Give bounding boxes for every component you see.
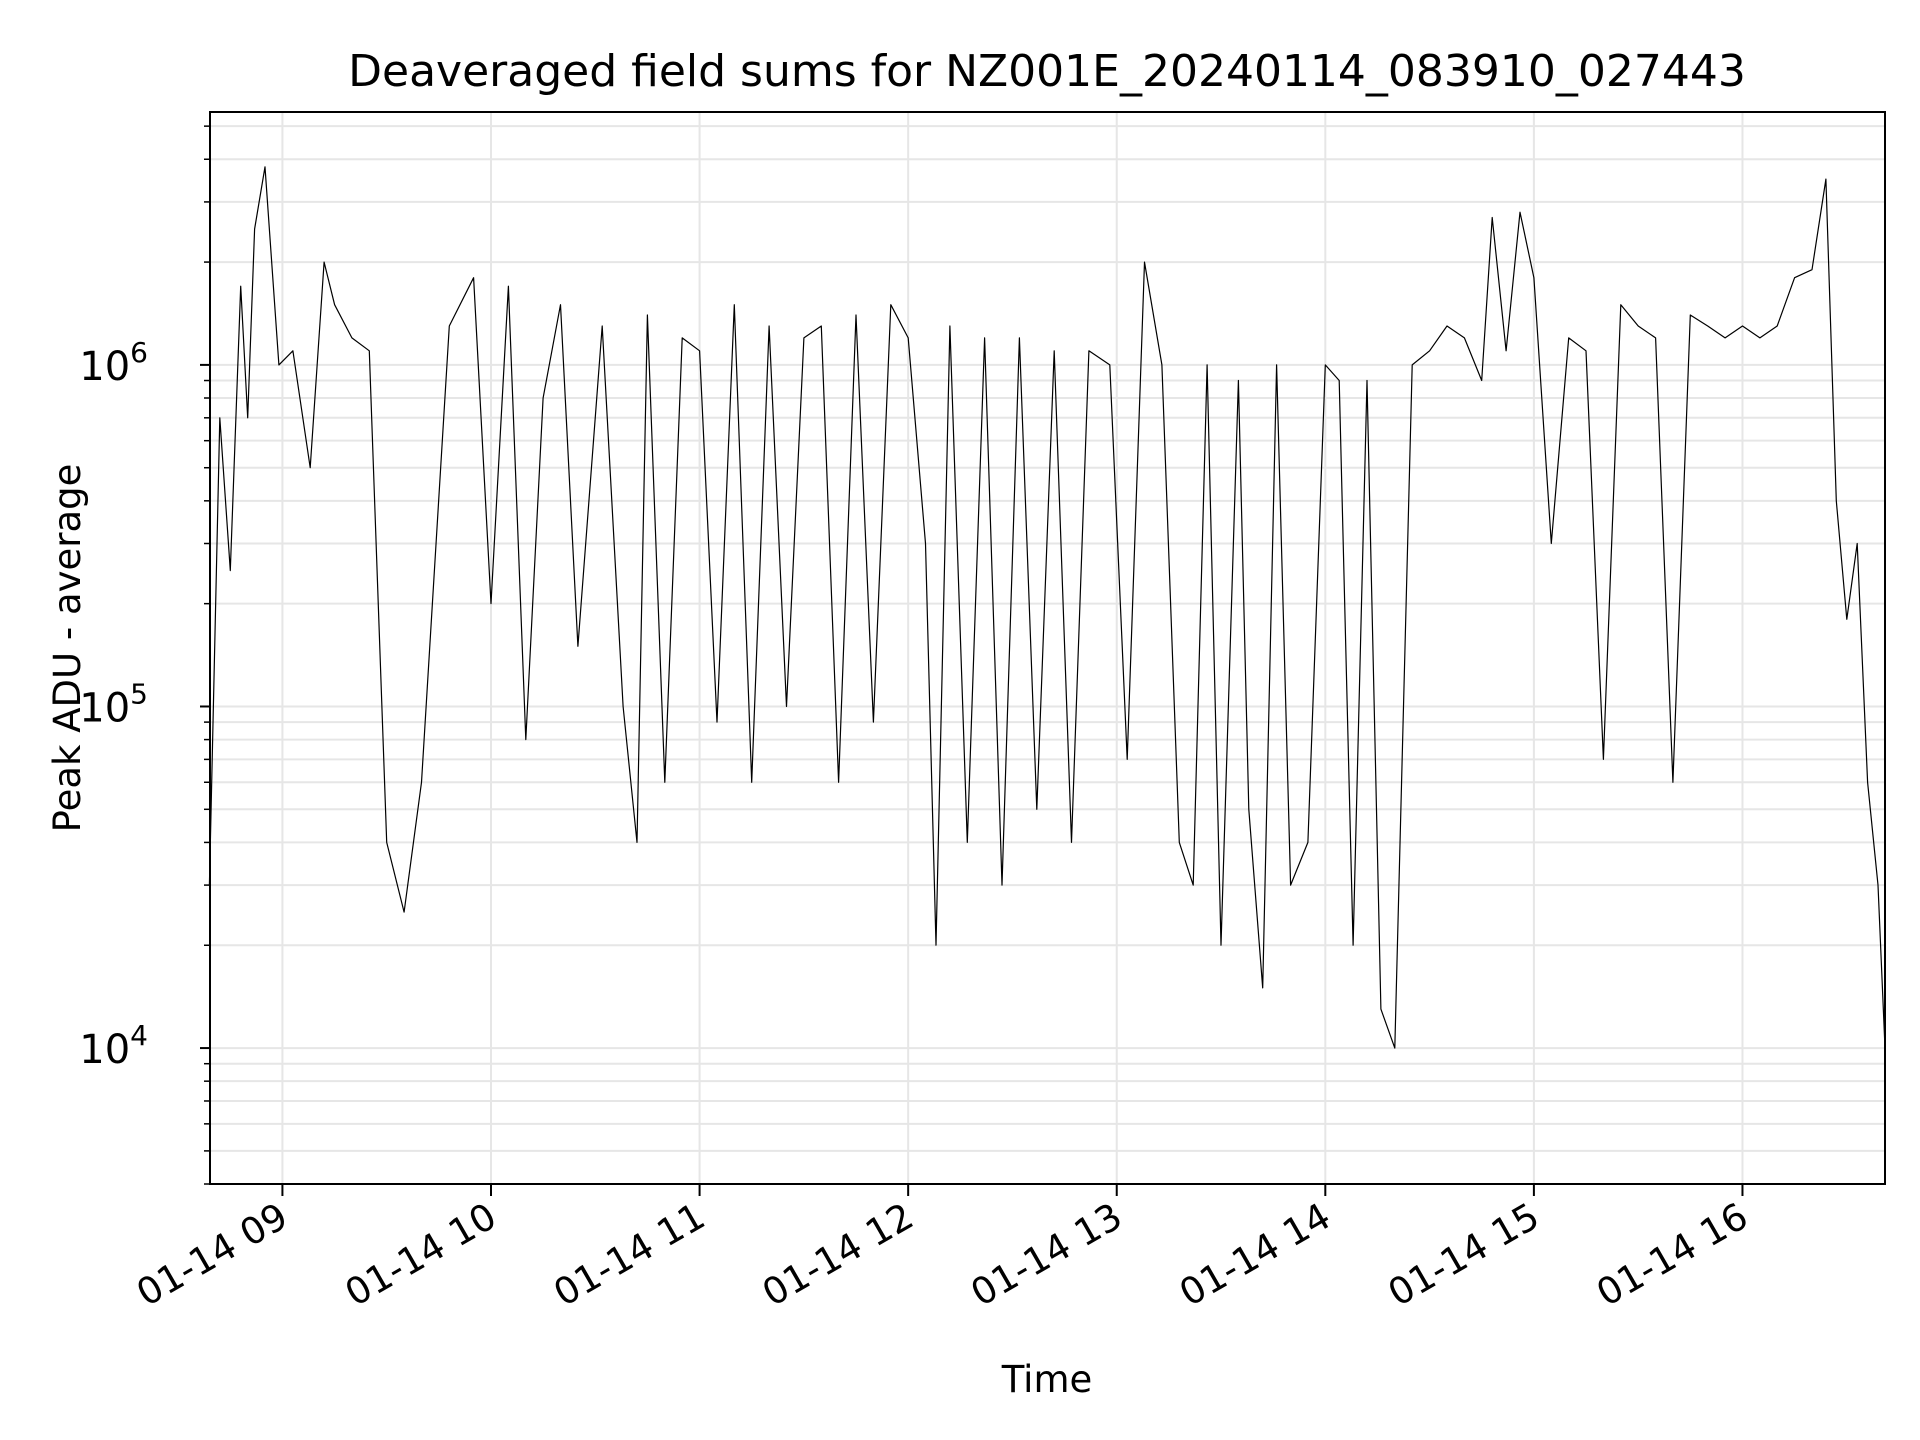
chart-title: Deaveraged field sums for NZ001E_2024011… <box>348 46 1746 97</box>
grid <box>210 112 1885 1185</box>
y-axis-label: Peak ADU - average <box>46 464 89 833</box>
x-axis-label: Time <box>1001 1358 1093 1401</box>
y-tick-label: 105 <box>79 677 148 731</box>
plot-frame <box>209 111 1886 1185</box>
data-layer <box>208 166 1886 1049</box>
y-tick-label: 106 <box>79 336 148 390</box>
y-tick-label: 104 <box>79 1019 148 1073</box>
series-line <box>208 166 1886 1049</box>
